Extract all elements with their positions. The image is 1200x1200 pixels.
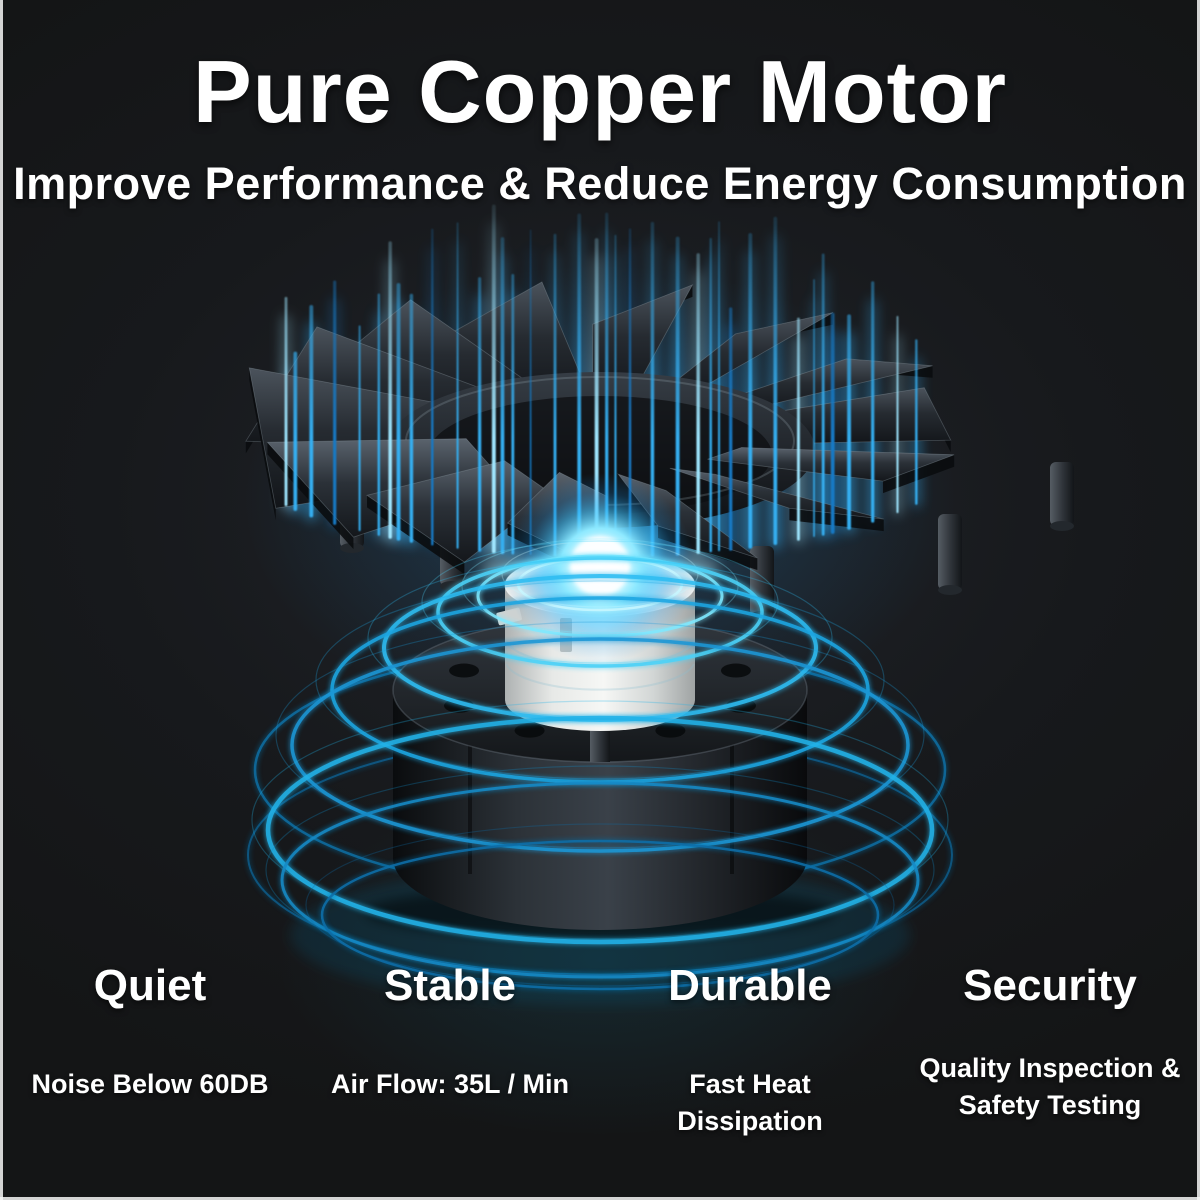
feature-security-heading: Security [963,961,1137,1010]
air-streaks [284,204,918,558]
energy-rings [251,538,949,991]
page-title: Pure Copper Motor [193,42,1007,141]
feature-quiet-detail: Noise Below 60DB [31,1069,269,1100]
feature-durable-detail: Fast Heat Dissipation [677,1069,823,1136]
feature-durable: Durable Fast Heat Dissipation [600,961,900,1139]
feature-quiet: Quiet Noise Below 60DB [0,961,300,1139]
feature-row: Quiet Noise Below 60DB Stable Air Flow: … [0,961,1200,1139]
feature-security-detail: Quality Inspection & Safety Testing [919,1053,1181,1120]
feature-security: Security Quality Inspection & Safety Tes… [900,961,1200,1139]
feature-stable-detail: Air Flow: 35L / Min [330,1069,570,1100]
feature-stable-heading: Stable [383,961,517,1010]
feature-quiet-heading: Quiet [93,961,207,1010]
header: Pure Copper Motor Improve Performance & … [0,42,1200,210]
feature-stable: Stable Air Flow: 35L / Min [300,961,600,1139]
feature-durable-heading: Durable [668,961,832,1010]
page-subtitle: Improve Performance & Reduce Energy Cons… [13,158,1187,210]
